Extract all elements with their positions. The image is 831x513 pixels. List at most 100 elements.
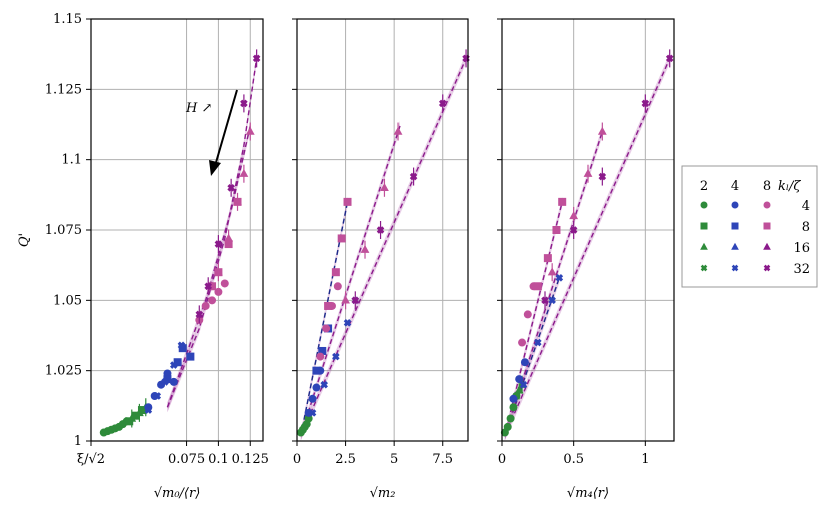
data-point <box>515 375 524 384</box>
data-point <box>316 352 325 361</box>
legend-marker <box>763 264 771 272</box>
data-point <box>569 211 579 220</box>
data-point <box>360 244 370 253</box>
data-point <box>318 346 327 355</box>
y-tick-label: 1 <box>74 434 82 449</box>
data-point <box>324 301 333 310</box>
legend-column-header: 2 <box>700 179 708 194</box>
data-point <box>220 279 229 288</box>
data-point <box>520 358 529 367</box>
data-point <box>208 296 217 305</box>
y-tick-label: 1.1 <box>61 153 82 168</box>
panel-3: 0 0.5 1 √m₄⟨r⟩ <box>497 18 675 501</box>
data-point <box>240 99 248 108</box>
data-point <box>506 414 515 423</box>
data-point <box>548 296 556 305</box>
y-axis-label: Q' <box>17 233 32 247</box>
data-point <box>312 383 321 392</box>
data-point <box>541 296 549 305</box>
x-tick-label: 7.5 <box>432 452 453 467</box>
data-point <box>337 234 346 243</box>
x-tick-label: ξ/√2 <box>77 452 105 467</box>
data-point <box>438 99 447 108</box>
legend-marker <box>700 264 708 272</box>
data-point <box>153 392 162 400</box>
data-point <box>343 319 352 327</box>
legend-marker <box>731 222 739 230</box>
x-tick-label: 2.5 <box>335 452 356 467</box>
data-point <box>583 168 593 177</box>
data-point <box>195 310 204 319</box>
fit-band <box>504 126 603 441</box>
data-point <box>308 394 317 403</box>
panel-1: ξ/√2 0.075 0.1 0.125 1 1.025 1.05 1.075 1.1 1.125… <box>45 12 269 501</box>
fit-band <box>167 120 251 413</box>
fit-band <box>300 53 467 441</box>
data-point <box>552 226 561 234</box>
data-point <box>547 267 557 276</box>
data-point <box>598 172 607 181</box>
data-point <box>161 378 169 386</box>
data-point <box>351 296 360 305</box>
legend-column-header: 4 <box>731 179 739 194</box>
data-point <box>304 414 313 423</box>
legend-row-label: 8 <box>802 220 810 235</box>
legend-row-label: 16 <box>793 241 810 256</box>
data-point <box>331 268 340 277</box>
data-point <box>245 126 255 135</box>
data-point <box>173 358 182 367</box>
data-point <box>308 409 317 417</box>
data-point <box>312 366 321 375</box>
fit-band <box>504 53 670 441</box>
data-point <box>665 54 674 63</box>
data-point <box>376 226 385 234</box>
legend-marker <box>731 242 739 250</box>
fit-line <box>300 58 467 436</box>
data-point <box>177 341 186 350</box>
legend-corner-label: kₗ/ζ <box>778 179 801 194</box>
legend-marker <box>763 242 771 250</box>
data-point <box>555 274 564 282</box>
data-point <box>409 172 418 181</box>
data-point <box>224 233 233 242</box>
legend-marker <box>763 201 771 209</box>
data-point <box>320 380 329 389</box>
data-point <box>333 282 342 291</box>
legend-marker <box>700 201 708 209</box>
data-point <box>214 267 223 276</box>
legend-marker <box>731 201 739 209</box>
data-point <box>343 197 352 206</box>
data-point <box>533 282 542 291</box>
x-tick-label: 0 <box>293 452 301 467</box>
data-point <box>514 385 524 394</box>
data-point <box>135 408 144 417</box>
data-point <box>233 197 242 206</box>
annotation-arrow <box>214 89 238 167</box>
legend-marker <box>731 264 739 272</box>
data-point <box>208 282 217 291</box>
y-tick-label: 1.075 <box>45 223 82 238</box>
x-tick-label: 1 <box>641 452 649 467</box>
data-point <box>393 126 403 135</box>
data-point <box>214 287 223 296</box>
annotation-arrowhead <box>209 160 221 176</box>
legend-marker <box>700 222 708 230</box>
x-tick-label: 0 <box>498 452 506 467</box>
annotation-text: H ↗ <box>185 101 212 116</box>
legend-marker <box>700 242 708 250</box>
x-tick-label: 0.5 <box>563 452 584 467</box>
data-point <box>322 324 331 333</box>
x-axis-label: √m₄⟨r⟩ <box>567 486 609 501</box>
legend-column-header: 8 <box>763 179 771 194</box>
legend-marker <box>763 222 771 230</box>
data-point <box>144 406 153 414</box>
data-point <box>201 301 210 310</box>
panels: ξ/√2 0.075 0.1 0.125 1 1.025 1.05 1.075 1.1 1.125… <box>45 12 675 501</box>
y-tick-label: 1.025 <box>45 364 82 379</box>
data-point <box>239 168 249 177</box>
data-point <box>509 403 518 412</box>
data-point <box>341 295 350 304</box>
data-point <box>597 126 607 135</box>
